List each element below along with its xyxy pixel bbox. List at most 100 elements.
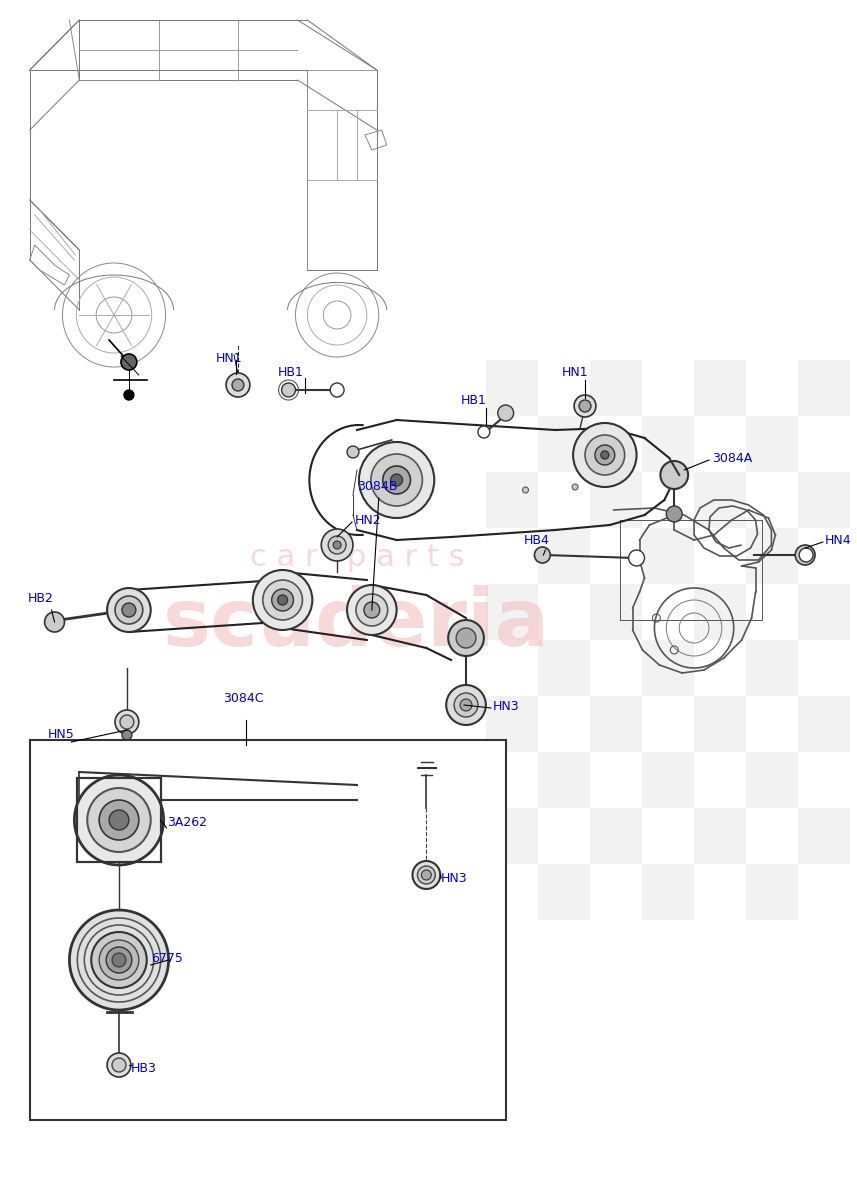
Circle shape xyxy=(333,541,341,550)
Circle shape xyxy=(795,545,815,565)
Circle shape xyxy=(579,400,591,412)
Circle shape xyxy=(601,451,608,458)
Bar xyxy=(590,472,642,528)
Circle shape xyxy=(282,383,296,397)
Text: HB4: HB4 xyxy=(524,534,549,546)
Circle shape xyxy=(422,870,431,880)
Bar xyxy=(486,360,538,416)
Bar xyxy=(642,752,694,808)
Text: HN2: HN2 xyxy=(355,514,381,527)
Bar xyxy=(590,696,642,752)
Bar xyxy=(642,640,694,696)
Bar xyxy=(538,416,590,472)
Text: HN4: HN4 xyxy=(825,534,852,546)
Circle shape xyxy=(99,940,139,980)
Text: 3A262: 3A262 xyxy=(166,816,207,828)
Text: 3084C: 3084C xyxy=(223,691,264,704)
Circle shape xyxy=(574,395,596,416)
Text: HN5: HN5 xyxy=(48,728,75,742)
Bar xyxy=(538,864,590,920)
Text: 3084B: 3084B xyxy=(357,480,398,493)
Circle shape xyxy=(347,446,359,458)
Bar xyxy=(798,472,850,528)
Circle shape xyxy=(122,730,132,740)
Circle shape xyxy=(572,484,578,490)
Bar xyxy=(486,696,538,752)
Bar xyxy=(590,360,642,416)
Bar xyxy=(798,808,850,864)
Circle shape xyxy=(120,715,134,728)
Circle shape xyxy=(412,862,440,889)
Bar xyxy=(590,808,642,864)
Circle shape xyxy=(91,932,147,988)
Circle shape xyxy=(454,692,478,716)
Bar xyxy=(538,752,590,808)
Circle shape xyxy=(121,354,137,370)
Circle shape xyxy=(112,1058,126,1072)
Circle shape xyxy=(328,536,346,554)
Circle shape xyxy=(460,698,472,710)
Circle shape xyxy=(87,788,151,852)
Bar xyxy=(746,752,798,808)
Circle shape xyxy=(629,550,644,566)
Text: c a r   p a r t s: c a r p a r t s xyxy=(249,544,464,572)
Text: HB1: HB1 xyxy=(278,366,303,378)
Bar xyxy=(486,472,538,528)
Circle shape xyxy=(498,404,513,421)
Circle shape xyxy=(272,589,293,611)
Bar xyxy=(642,416,694,472)
Bar xyxy=(486,808,538,864)
Text: HB3: HB3 xyxy=(131,1062,157,1074)
Circle shape xyxy=(523,487,529,493)
Circle shape xyxy=(478,426,490,438)
Bar xyxy=(746,528,798,584)
Circle shape xyxy=(45,612,64,632)
Circle shape xyxy=(253,570,312,630)
Text: HN1: HN1 xyxy=(562,366,589,379)
Circle shape xyxy=(573,422,637,487)
Bar xyxy=(798,584,850,640)
Circle shape xyxy=(666,506,682,522)
Circle shape xyxy=(330,383,344,397)
Text: 3084A: 3084A xyxy=(712,451,752,464)
Circle shape xyxy=(595,445,614,464)
Circle shape xyxy=(107,588,151,632)
Circle shape xyxy=(112,953,126,967)
Circle shape xyxy=(359,442,434,518)
Circle shape xyxy=(347,584,397,635)
Circle shape xyxy=(278,595,288,605)
Circle shape xyxy=(371,454,423,506)
Circle shape xyxy=(122,602,136,617)
Circle shape xyxy=(226,373,250,397)
Circle shape xyxy=(456,628,476,648)
Bar xyxy=(694,696,746,752)
Bar xyxy=(642,864,694,920)
Circle shape xyxy=(585,434,625,475)
Bar xyxy=(538,640,590,696)
Text: HN1: HN1 xyxy=(216,352,243,365)
Circle shape xyxy=(448,620,484,656)
Bar xyxy=(746,864,798,920)
Bar xyxy=(694,360,746,416)
Text: scuderia: scuderia xyxy=(164,584,550,662)
Circle shape xyxy=(417,866,435,884)
Bar xyxy=(694,584,746,640)
Bar xyxy=(642,528,694,584)
Circle shape xyxy=(321,529,353,560)
Bar xyxy=(798,696,850,752)
Circle shape xyxy=(107,1054,131,1078)
Circle shape xyxy=(356,594,387,626)
Text: HN3: HN3 xyxy=(493,700,519,713)
Circle shape xyxy=(115,596,143,624)
Bar xyxy=(30,740,506,1120)
Bar xyxy=(694,808,746,864)
Circle shape xyxy=(800,548,813,562)
Text: HN3: HN3 xyxy=(441,871,468,884)
Circle shape xyxy=(99,800,139,840)
Text: HB1: HB1 xyxy=(461,394,487,407)
Text: 6775: 6775 xyxy=(151,952,183,965)
Circle shape xyxy=(124,390,134,400)
Circle shape xyxy=(115,710,139,734)
Circle shape xyxy=(661,461,688,490)
Text: HB2: HB2 xyxy=(27,592,54,605)
